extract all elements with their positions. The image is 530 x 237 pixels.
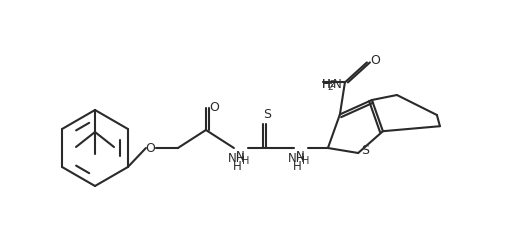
Text: N: N [296, 150, 305, 163]
Text: H: H [233, 160, 241, 173]
Text: O: O [145, 141, 155, 155]
Text: H: H [242, 156, 249, 166]
Text: 2: 2 [329, 80, 335, 89]
Text: O: O [370, 54, 380, 67]
Text: H: H [293, 160, 301, 173]
Text: NH: NH [228, 151, 246, 164]
Text: N: N [333, 78, 342, 91]
Text: S: S [361, 143, 369, 156]
Text: H: H [302, 156, 310, 166]
Text: H: H [322, 78, 330, 91]
Text: NH: NH [288, 151, 306, 164]
Text: S: S [263, 108, 271, 120]
Text: O: O [209, 100, 219, 114]
Text: 2: 2 [327, 83, 332, 92]
Text: N: N [236, 150, 245, 163]
Text: H: H [322, 78, 331, 91]
